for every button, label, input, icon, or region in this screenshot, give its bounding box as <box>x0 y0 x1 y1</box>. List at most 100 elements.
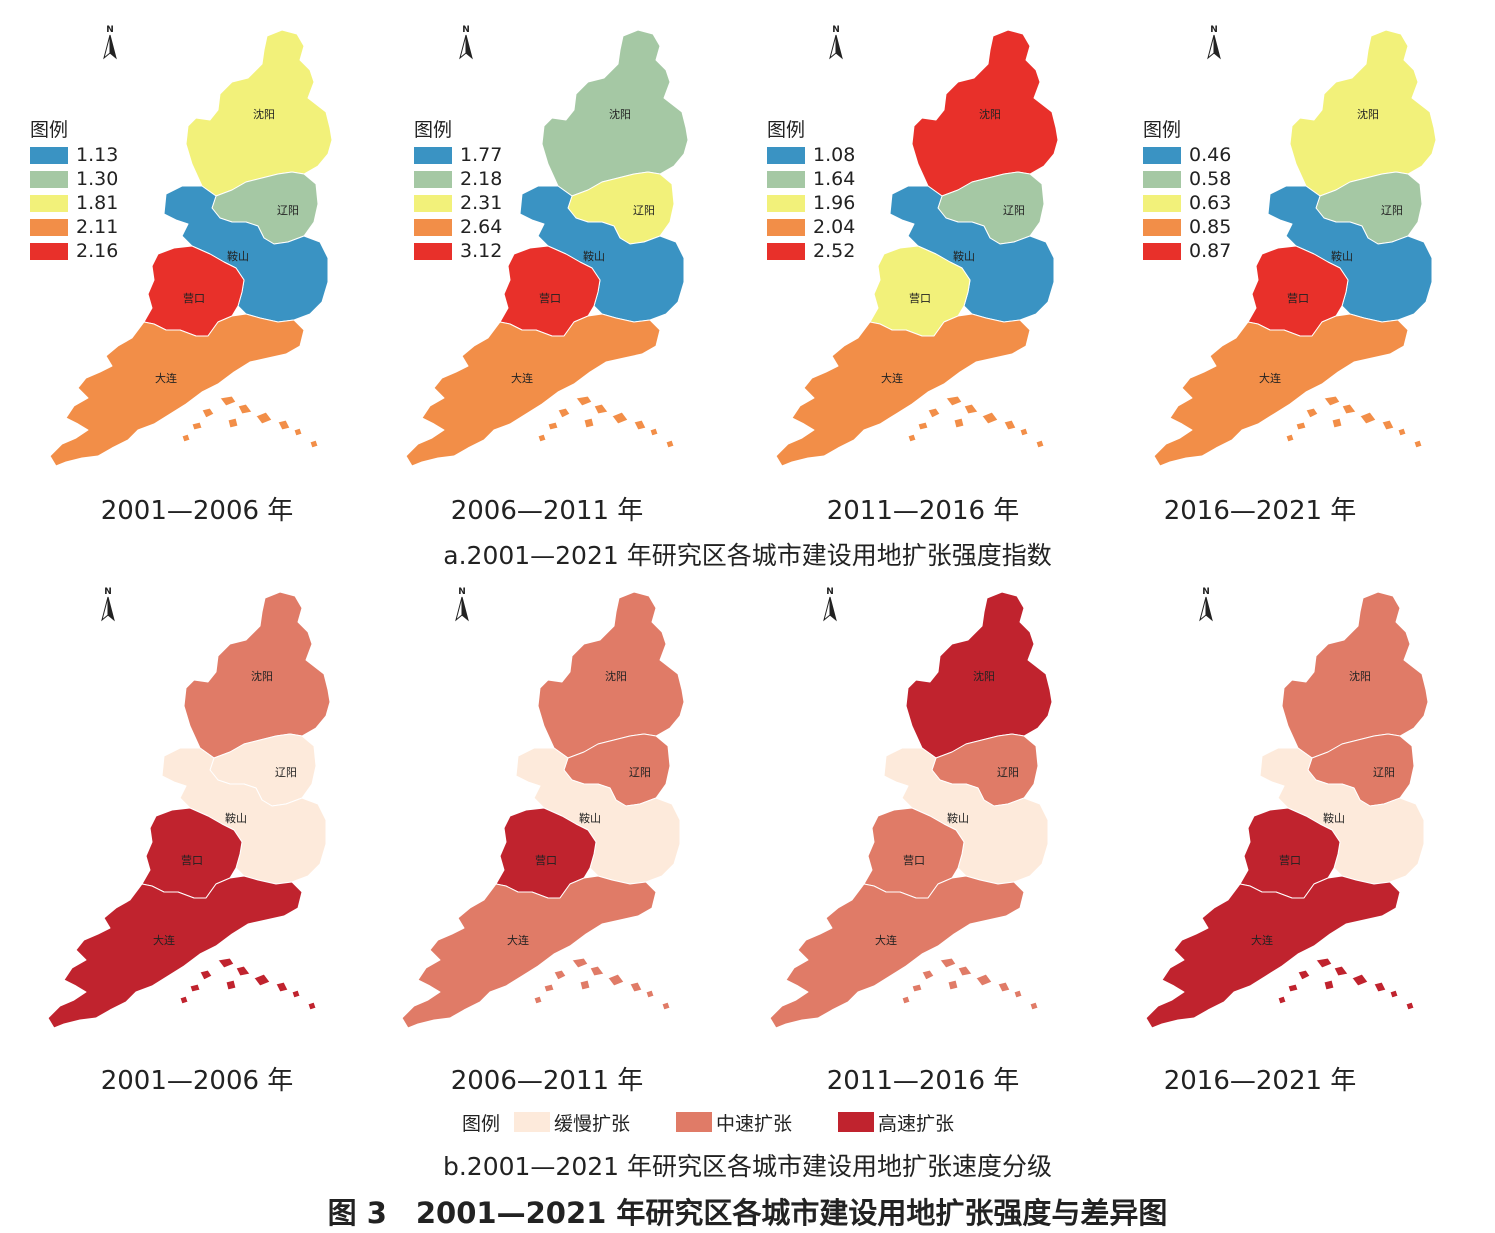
north-arrow-icon: N <box>1207 25 1221 60</box>
label-dalian: 大连 <box>511 371 533 385</box>
label-yingkou: 营口 <box>1279 853 1301 867</box>
label-yingkou: 营口 <box>181 853 203 867</box>
legend-a-1: 图例 1.13 1.30 1.81 2.11 2.16 <box>30 118 118 263</box>
legend-a-2: 图例 1.77 2.18 2.31 2.64 3.12 <box>414 118 502 263</box>
north-arrow-icon: N <box>459 25 473 60</box>
legend-swatch <box>414 242 452 260</box>
label-anshan: 鞍山 <box>579 811 601 825</box>
label-dalian: 大连 <box>507 933 529 947</box>
label-anshan: 鞍山 <box>953 249 975 263</box>
label-dalian: 大连 <box>875 933 897 947</box>
caption-a: a.2001—2021 年研究区各城市建设用地扩张强度指数 <box>443 541 1052 570</box>
legend-row: 2.18 <box>414 167 502 191</box>
region-dalian <box>769 875 1025 1029</box>
legend-swatch <box>414 218 452 236</box>
legend-swatch <box>414 146 452 164</box>
legend-row: 1.96 <box>767 191 855 215</box>
legend-value: 2.16 <box>76 240 119 262</box>
period-a-4: 2016—2021 年 <box>1163 496 1357 526</box>
label-anshan: 鞍山 <box>583 249 605 263</box>
label-anshan: 鞍山 <box>1331 249 1353 263</box>
islands <box>1277 957 1415 1011</box>
legend-a-3: 图例 1.08 1.64 1.96 2.04 2.52 <box>767 118 855 263</box>
islands <box>901 957 1039 1011</box>
legend-swatch <box>414 170 452 188</box>
north-arrow-label: N <box>826 587 834 597</box>
legend-value: 1.64 <box>813 168 856 190</box>
legend-b-item-slow: 缓慢扩张 <box>514 1109 630 1136</box>
islands <box>179 957 317 1011</box>
legend-title: 图例 <box>1143 119 1182 141</box>
legend-value: 2.31 <box>460 192 503 214</box>
legend-row: 2.52 <box>767 239 855 263</box>
legend-row: 0.58 <box>1143 167 1231 191</box>
legend-swatch <box>1143 194 1181 212</box>
legend-swatch <box>1143 170 1181 188</box>
choropleth-map: 沈阳 辽阳 鞍山 营口 大连 N <box>401 587 685 1029</box>
map-a-2: 沈阳 辽阳 鞍山 营口 大连 N <box>398 25 728 496</box>
legend-row: 0.85 <box>1143 215 1231 239</box>
legend-row: 0.46 <box>1143 143 1231 167</box>
period-a-3: 2011—2016 年 <box>826 496 1020 526</box>
legend-value: 2.52 <box>813 240 856 262</box>
legend-row: 1.81 <box>30 191 118 215</box>
label-anshan: 鞍山 <box>947 811 969 825</box>
islands <box>1285 395 1423 449</box>
legend-b: 图例 缓慢扩张 中速扩张 高速扩张 <box>462 1108 1000 1136</box>
label-shenyang: 沈阳 <box>973 669 995 683</box>
legend-value: 1.77 <box>460 144 503 166</box>
label-yingkou: 营口 <box>903 853 925 867</box>
legend-row: 0.63 <box>1143 191 1231 215</box>
label-liaoyang: 辽阳 <box>997 766 1019 779</box>
choropleth-map: 沈阳 辽阳 鞍山 营口 大连 N <box>405 25 689 467</box>
label-shenyang: 沈阳 <box>1357 107 1379 121</box>
region-dalian <box>1145 875 1401 1029</box>
label-liaoyang: 辽阳 <box>1381 204 1403 217</box>
legend-value: 1.96 <box>813 192 856 214</box>
legend-title: 图例 <box>414 119 453 141</box>
label-dalian: 大连 <box>155 371 177 385</box>
label-liaoyang: 辽阳 <box>633 204 655 217</box>
label-dalian: 大连 <box>1259 371 1281 385</box>
label-dalian: 大连 <box>881 371 903 385</box>
legend-value: 0.85 <box>1189 216 1232 238</box>
islands <box>181 395 319 449</box>
legend-value: 1.13 <box>76 144 119 166</box>
north-arrow-icon: N <box>1199 587 1213 622</box>
map-a-1: 沈阳 辽阳 鞍山 营口 大连 N <box>42 25 372 496</box>
choropleth-map: 沈阳 辽阳 鞍山 营口 大连 N <box>769 587 1053 1029</box>
legend-swatch <box>676 1112 713 1132</box>
figure-title: 图 3 2001—2021 年研究区各城市建设用地扩张强度与差异图 <box>327 1196 1168 1230</box>
choropleth-map: 沈阳 辽阳 鞍山 营口 大连 N <box>1153 25 1437 467</box>
period-b-2: 2006—2011 年 <box>450 1066 644 1096</box>
legend-swatch <box>414 194 452 212</box>
legend-swatch <box>1143 146 1181 164</box>
legend-row: 1.77 <box>414 143 502 167</box>
label-yingkou: 营口 <box>1287 291 1309 305</box>
legend-row: 2.31 <box>414 191 502 215</box>
period-b-3: 2011—2016 年 <box>826 1066 1020 1096</box>
north-arrow-label: N <box>104 587 112 597</box>
choropleth-map: 沈阳 辽阳 鞍山 营口 大连 N <box>49 25 333 467</box>
period-b-1: 2001—2006 年 <box>100 1066 294 1096</box>
legend-label: 高速扩张 <box>878 1112 955 1135</box>
region-dalian <box>775 313 1031 467</box>
label-anshan: 鞍山 <box>225 811 247 825</box>
north-arrow-icon: N <box>823 587 837 622</box>
map-a-3: 沈阳 辽阳 鞍山 营口 大连 N <box>768 25 1098 496</box>
north-arrow-label: N <box>462 25 470 35</box>
label-shenyang: 沈阳 <box>1349 669 1371 683</box>
label-liaoyang: 辽阳 <box>275 766 297 779</box>
label-shenyang: 沈阳 <box>605 669 627 683</box>
legend-label: 中速扩张 <box>716 1112 793 1135</box>
legend-swatch <box>30 218 68 236</box>
north-arrow-icon: N <box>829 25 843 60</box>
caption-b: b.2001—2021 年研究区各城市建设用地扩张速度分级 <box>442 1152 1052 1181</box>
label-shenyang: 沈阳 <box>979 107 1001 121</box>
legend-value: 1.30 <box>76 168 119 190</box>
region-dalian <box>405 313 661 467</box>
legend-row: 2.11 <box>30 215 118 239</box>
legend-row: 0.87 <box>1143 239 1231 263</box>
legend-row: 1.13 <box>30 143 118 167</box>
label-yingkou: 营口 <box>909 291 931 305</box>
